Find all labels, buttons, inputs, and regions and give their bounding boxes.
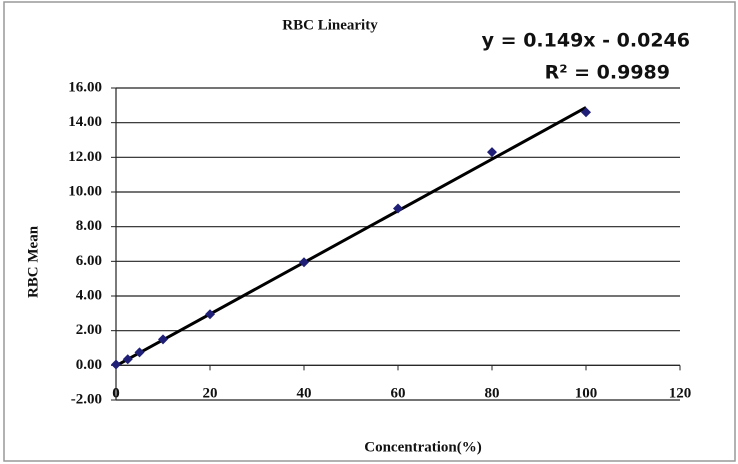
x-tick-label: 80 [485,385,500,401]
y-tick-label: 6.00 [76,253,102,269]
data-point [134,347,145,358]
data-point [299,257,309,268]
chart-title: RBC Linearity [282,17,378,33]
x-tick-label: 20 [203,385,218,401]
x-tick-label: 100 [575,385,598,401]
y-tick-label: 12.00 [68,149,102,165]
y-axis-label: RBC Mean [25,225,41,298]
y-tick-label: 8.00 [76,218,102,234]
y-tick-label: 10.00 [68,183,102,199]
r-squared: R² = 0.9989 [545,62,670,84]
x-axis-label: Concentration(%) [364,439,481,455]
data-point [111,359,121,370]
y-tick-label: 2.00 [76,322,102,338]
y-tick-label: 16.00 [68,79,102,95]
x-tick-label: 0 [112,385,120,401]
y-tick-label: 4.00 [76,287,102,303]
data-point [581,107,591,118]
y-tick-label: -2.00 [71,391,102,407]
data-point [487,147,497,158]
data-point [205,309,215,320]
data-point [158,334,168,345]
data-point [122,354,133,365]
trendline [115,106,587,368]
chart-frame [3,1,736,462]
data-point [393,203,403,214]
x-tick-label: 120 [669,385,692,401]
x-tick-label: 60 [391,385,406,401]
y-tick-label: 14.00 [68,114,102,130]
y-tick-label: 0.00 [76,357,102,373]
trend-equation: y = 0.149x - 0.0246 [482,30,690,52]
x-tick-label: 40 [297,385,312,401]
